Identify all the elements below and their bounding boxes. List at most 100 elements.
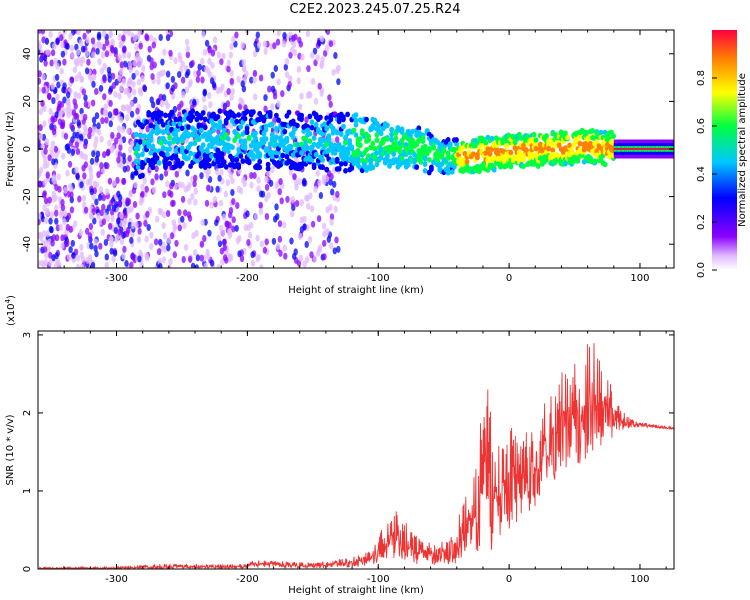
spectrogram-speckle	[68, 183, 73, 191]
spectrogram-speckle	[105, 214, 111, 222]
spectrogram-ridge-cell	[158, 140, 164, 146]
spectrogram-tone-cell	[629, 148, 632, 150]
spectrogram-tone-cell	[641, 148, 643, 150]
spectrogram-speckle	[73, 102, 78, 110]
spectrogram-ridge-cell	[133, 170, 139, 176]
spectrogram-speckle	[104, 50, 110, 58]
spectrogram-ridge-cell	[338, 161, 344, 167]
spectrogram-ridge-cell	[441, 148, 447, 154]
spectrogram-ridge-cell	[422, 155, 428, 161]
spectrogram-speckle	[259, 264, 264, 268]
snr-line-plot	[38, 343, 674, 569]
spectrogram-ridge-cell	[343, 168, 348, 174]
spectrogram-speckle	[313, 97, 319, 105]
spectrogram-ridge-cell	[165, 151, 171, 158]
spectrogram-ridge-cell	[464, 159, 470, 165]
spectrogram-speckle	[275, 213, 280, 221]
spectrogram-ridge-cell	[594, 138, 600, 145]
spectrogram-ridge-cell	[175, 138, 181, 145]
spectrogram-speckle	[250, 251, 255, 259]
spectrogram-speckle	[54, 217, 59, 225]
spectrogram-ridge-cell	[257, 164, 263, 171]
spectrogram-speckle	[99, 67, 105, 75]
spectrogram-speckle	[228, 51, 233, 59]
spectrogram-speckle	[255, 234, 260, 242]
spectrogram-speckle	[195, 76, 201, 83]
spectrogram-speckle	[302, 215, 307, 223]
spectrogram-speckle	[155, 215, 160, 223]
spectrogram-ridge-cell	[422, 168, 428, 174]
spectrogram-ridge-cell	[378, 130, 384, 137]
spectrogram-speckle	[220, 229, 226, 237]
spectrogram-speckle	[156, 248, 162, 256]
spectrogram-ridge-cell	[353, 122, 359, 128]
spectrogram-speckle	[157, 207, 162, 215]
spectrogram-speckle	[48, 107, 53, 115]
spectrogram-ridge-cell	[156, 128, 162, 134]
spectrogram-speckle	[49, 146, 54, 154]
spectrogram-ridge-cell	[309, 124, 315, 131]
spectrogram-speckle	[122, 165, 128, 173]
spectrogram-speckle	[230, 177, 235, 185]
spectrogram-speckle	[38, 140, 41, 148]
spectrogram-speckle	[255, 31, 260, 39]
spectrogram-speckle	[282, 32, 287, 39]
spectrogram-speckle	[85, 227, 90, 235]
spectrogram-speckle	[134, 69, 139, 77]
spectrogram-speckle	[152, 61, 157, 69]
spectrogram-speckle	[90, 262, 96, 268]
spectrogram-speckle	[73, 91, 78, 99]
spectrogram-speckle	[119, 39, 125, 47]
spectrogram-speckle	[60, 204, 66, 212]
spectrogram-speckle	[130, 252, 135, 260]
spectrogram-speckle	[212, 196, 218, 203]
spectrogram-speckle	[322, 239, 327, 247]
spectrogram-speckle	[107, 71, 112, 79]
spectrogram-speckle	[194, 229, 199, 237]
spectrogram-speckle	[262, 40, 268, 48]
spectrogram-ridge-cell	[533, 145, 539, 152]
spectrogram-speckle	[107, 177, 113, 185]
colorbar-tick-label: 0.0	[696, 262, 707, 278]
snr-ticks: -300 -200 -100 0 100 0 1 2 3	[22, 331, 674, 585]
colorbar-tick-label: 0.4	[696, 166, 707, 182]
spectrogram-ridge-cell	[290, 129, 296, 136]
spectrogram-speckle	[195, 254, 201, 262]
spectrogram-speckle	[329, 213, 335, 221]
spectrogram-ridge-cell	[198, 122, 204, 129]
spectrogram-speckle	[98, 84, 104, 92]
spectrogram-ridge-cell	[535, 163, 541, 169]
spectrogram-speckle	[103, 103, 108, 111]
spectrogram-speckle	[315, 54, 320, 62]
spectrogram-speckle	[50, 239, 55, 247]
spectrogram-speckle	[99, 209, 104, 217]
spectrogram-ridge-cell	[483, 150, 489, 156]
spectrogram-ridge-cell	[416, 125, 422, 131]
spectrogram-speckle	[100, 117, 105, 125]
spectrogram-speckle	[96, 122, 101, 130]
spectrogram-speckle	[250, 259, 256, 267]
spectrogram-ridge-cell	[163, 112, 168, 119]
spectrogram-speckle	[63, 132, 69, 140]
spectrogram-speckle	[45, 48, 50, 56]
spectrogram-speckle	[140, 183, 145, 191]
spectrogram-ridge-cell	[489, 135, 495, 142]
spectrogram-ridge-cell	[370, 164, 376, 171]
spectrogram-ridge-cell	[332, 150, 338, 156]
spectrogram-ridge-cell	[236, 162, 242, 168]
spectrogram-ridge-cell	[171, 120, 177, 127]
spectrogram-ridge-cell	[202, 116, 208, 123]
spectrogram-speckle	[263, 105, 268, 113]
spectrogram-speckle	[264, 175, 269, 183]
spectrogram-speckle	[97, 194, 103, 201]
spectrogram-speckle	[94, 88, 99, 95]
spectrogram-speckle	[315, 169, 320, 177]
spectrogram-speckle	[156, 71, 161, 79]
spectrogram-speckle	[173, 57, 178, 65]
spectrogram-speckle	[136, 32, 141, 40]
spectrogram-speckle	[252, 76, 257, 84]
spectrogram-ridge-cell	[267, 113, 273, 119]
spectrogram-speckle	[283, 63, 288, 71]
spectrogram-speckle	[67, 160, 73, 168]
